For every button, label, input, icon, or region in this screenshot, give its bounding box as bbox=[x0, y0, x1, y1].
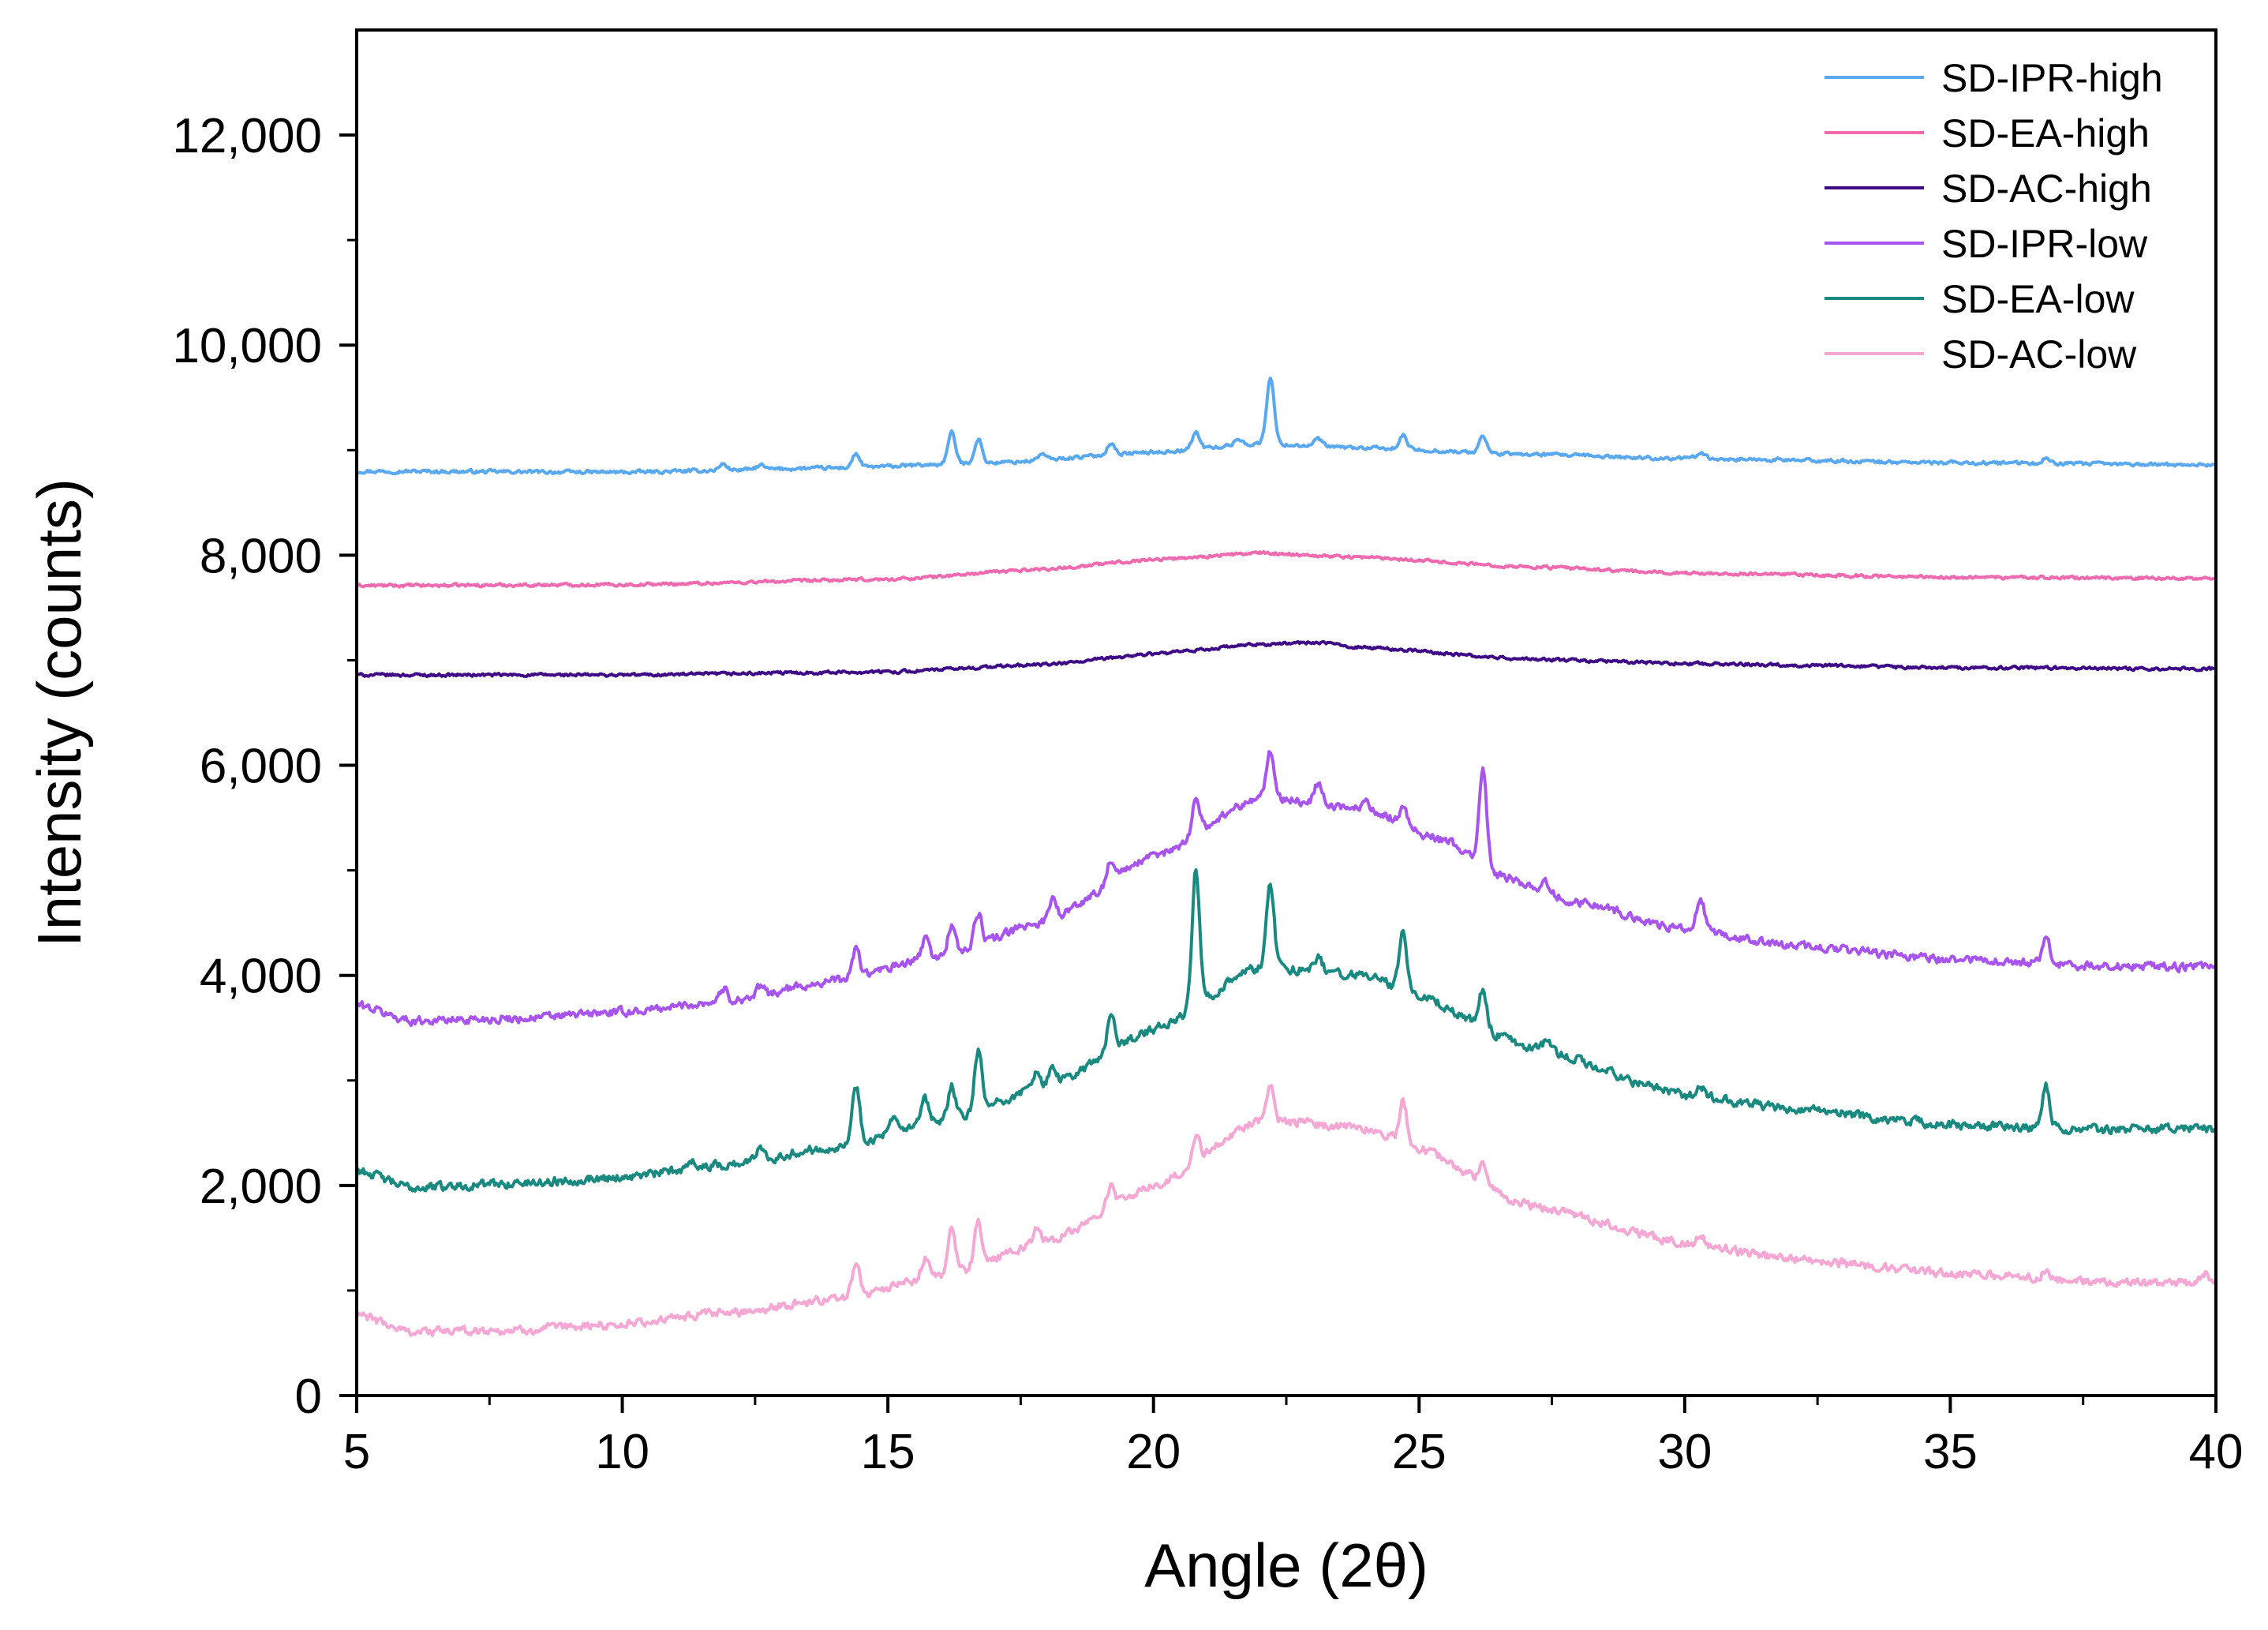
legend-label: SD-EA-low bbox=[1941, 277, 2135, 321]
legend-label: SD-IPR-low bbox=[1941, 222, 2148, 266]
series-layer bbox=[357, 377, 2216, 1337]
legend-label: SD-IPR-high bbox=[1941, 56, 2163, 100]
series-line-sd-ac-low bbox=[357, 1084, 2216, 1337]
x-axis: 5 10 15 20 25 30 35 40 bbox=[343, 1396, 2244, 1479]
legend: SD-IPR-high SD-EA-high SD-AC-high SD-IPR-lo… bbox=[1825, 56, 2163, 377]
x-tick-label: 15 bbox=[861, 1425, 915, 1479]
y-tick-label: 0 bbox=[295, 1370, 322, 1424]
legend-label: SD-AC-high bbox=[1941, 167, 2152, 211]
series-line-sd-ipr-low bbox=[357, 750, 2216, 1028]
x-tick-label: 20 bbox=[1126, 1425, 1181, 1479]
y-axis: 0 2,000 4,000 6,000 8,000 10,000 12,000 bbox=[172, 109, 357, 1424]
y-tick-label: 6,000 bbox=[200, 740, 322, 794]
x-axis-title: Angle (2θ) bbox=[1144, 1531, 1428, 1600]
y-tick-label: 10,000 bbox=[172, 319, 322, 373]
y-tick-label: 2,000 bbox=[200, 1160, 322, 1214]
plot-frame bbox=[355, 28, 2217, 1397]
x-tick-label: 25 bbox=[1392, 1425, 1447, 1479]
x-tick-label: 5 bbox=[343, 1425, 370, 1479]
series-line-sd-ea-low bbox=[357, 867, 2216, 1193]
series-line-sd-ea-high bbox=[357, 549, 2216, 589]
y-axis-title: Intensity (counts) bbox=[24, 478, 94, 947]
series-line-sd-ipr-high bbox=[357, 377, 2216, 476]
y-tick-label: 4,000 bbox=[200, 950, 322, 1004]
x-tick-label: 10 bbox=[595, 1425, 649, 1479]
legend-label: SD-EA-high bbox=[1941, 111, 2150, 156]
x-tick-label: 30 bbox=[1657, 1425, 1712, 1479]
series-line-sd-ac-high bbox=[357, 639, 2216, 679]
legend-label: SD-AC-low bbox=[1941, 332, 2137, 377]
y-tick-label: 8,000 bbox=[200, 529, 322, 583]
y-tick-label: 12,000 bbox=[172, 109, 322, 163]
x-tick-label: 40 bbox=[2189, 1425, 2244, 1479]
x-tick-label: 35 bbox=[1923, 1425, 1978, 1479]
